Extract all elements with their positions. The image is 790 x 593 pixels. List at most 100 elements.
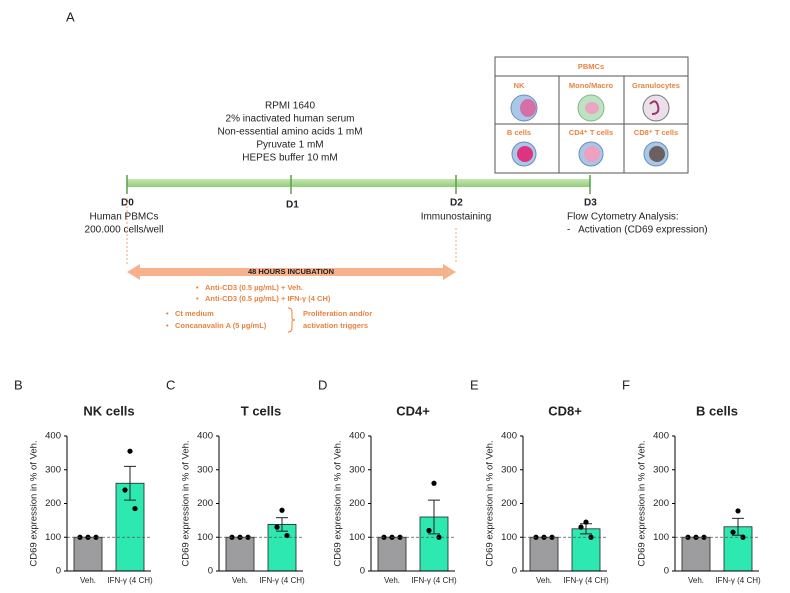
y-tick-label: 200 [501,498,517,509]
media-item: Pyruvate 1 mM [256,140,323,151]
data-point [701,534,707,540]
y-tick-label: 100 [45,532,61,543]
data-point [578,524,584,530]
y-axis-label: CD69 expression in % of Veh. [333,440,344,566]
bar [529,536,559,572]
cell-label: Granulocytes [632,81,680,90]
bullet: • [166,321,169,330]
day-note: - Activation (CD69 expression) [567,225,708,236]
y-tick-label: 0 [360,566,365,577]
y-tick-label: 200 [653,498,669,509]
pbmc-box: PBMCs NK Mono/Macro Granulocytes B cells… [494,56,689,174]
data-point [122,487,128,493]
day-note: Human PBMCs [90,212,159,223]
day-note: Immunostaining [421,212,492,223]
y-tick-label: 200 [45,498,61,509]
cell-label: CD4⁺ T cells [569,128,613,137]
y-axis-label: CD69 expression in % of Veh. [181,440,192,566]
x-tick-label: IFN-γ (4 CH) [259,576,305,585]
y-tick-label: 400 [501,431,517,442]
data-point [274,524,280,530]
panel-label: F [622,377,630,392]
y-tick-label: 0 [56,566,61,577]
cell-icon [517,146,533,162]
bullet: • [196,283,199,292]
box-title: PBMCs [578,62,604,71]
y-tick-label: 400 [45,431,61,442]
y-tick-label: 200 [349,498,365,509]
bar [571,528,601,572]
day-label: D1 [286,200,299,211]
chart-title: T cells [241,403,281,418]
y-tick-label: 400 [197,431,213,442]
day-label: D2 [450,198,463,209]
control: Ct medium [175,309,214,318]
cell-icon [649,146,665,162]
media-item: HEPES buffer 10 mM [242,153,337,164]
data-point [730,529,736,535]
y-tick-label: 0 [208,566,213,577]
cell-label: NK [514,81,525,90]
y-tick-label: 100 [197,532,213,543]
cell-icon [585,102,599,114]
bar [377,536,407,572]
y-tick-label: 300 [653,464,669,475]
cell-label: CD8⁺ T cells [634,128,678,137]
day-label: D3 [584,198,597,209]
day-note: Flow Cytometry Analysis: [567,212,679,223]
panel-label: E [470,377,479,392]
brace [287,307,296,333]
y-tick-label: 300 [501,464,517,475]
x-tick-label: IFN-γ (4 CH) [563,576,609,585]
y-tick-label: 100 [349,532,365,543]
data-point [93,534,99,540]
media-item: RPMI 1640 [265,101,315,112]
panel-label: B [14,377,23,392]
data-point [132,505,138,512]
incubation-title: 48 HOURS INCUBATION [248,267,334,276]
chart-title: CD4+ [396,403,430,418]
bar [73,536,103,572]
cell-icons [510,94,670,167]
x-tick-label: Veh. [384,576,400,585]
x-tick-label: IFN-γ (4 CH) [107,576,153,585]
x-tick-label: IFN-γ (4 CH) [715,576,761,585]
data-point [397,534,403,540]
cell-icon [520,99,536,117]
cell-label: Mono/Macro [569,81,614,90]
bullet: • [166,309,169,318]
timeline [127,179,590,187]
y-tick-label: 200 [197,498,213,509]
x-tick-label: Veh. [688,576,704,585]
y-tick-label: 0 [664,566,669,577]
y-tick-label: 100 [501,532,517,543]
x-tick-label: Veh. [536,576,552,585]
data-point [426,527,432,534]
y-tick-label: 400 [653,431,669,442]
incubation-arrow [127,264,456,280]
cell-icon [642,94,670,122]
data-point [583,519,589,525]
y-tick-label: 100 [653,532,669,543]
day-note: 200.000 cells/well [85,225,164,236]
cell-icon [649,100,660,115]
y-axis-label: CD69 expression in % of Veh. [29,440,40,566]
brace-note: activation triggers [303,321,368,330]
y-axis-label: CD69 expression in % of Veh. [485,440,496,566]
x-tick-label: Veh. [80,576,96,585]
panel-label: C [166,377,175,392]
bar [681,536,711,572]
treatment: Anti-CD3 (0.5 µg/mL) + IFN-γ (4 CH) [205,294,331,303]
bullet: • [196,294,199,303]
y-tick-label: 300 [349,464,365,475]
control: Concanavalin A (5 µg/mL) [175,321,267,330]
panel-label: A [66,9,75,24]
data-point [735,508,741,514]
media-item: 2% inactivated human serum [226,114,355,125]
chart-title: CD8+ [548,403,582,418]
data-point [245,534,251,540]
y-tick-label: 400 [349,431,365,442]
panel-label: D [318,377,327,392]
media-item: Non-essential amino acids 1 mM [217,127,362,138]
